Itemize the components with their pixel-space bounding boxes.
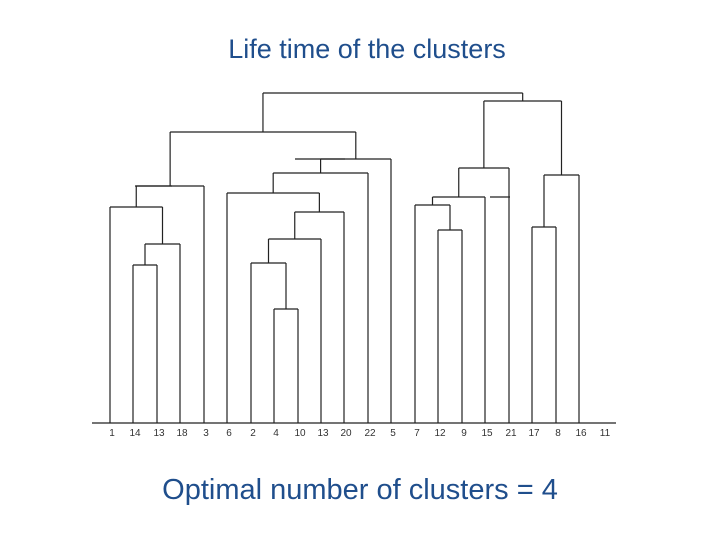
leaf-label: 21	[505, 428, 517, 439]
leaf-label: 5	[390, 428, 396, 439]
dendrogram-links	[92, 92, 616, 424]
leaf-label: 22	[364, 428, 376, 439]
leaf-label: 16	[575, 428, 587, 439]
leaf-label: 12	[434, 428, 446, 439]
leaf-label: 10	[294, 428, 306, 439]
leaf-label: 9	[461, 428, 467, 439]
leaf-label: 6	[226, 428, 232, 439]
leaf-label: 20	[340, 428, 352, 439]
leaf-label: 18	[176, 428, 188, 439]
leaf-label: 4	[273, 428, 279, 439]
leaf-label: 7	[414, 428, 420, 439]
page-title: Life time of the clusters	[228, 34, 506, 64]
leaf-label: 14	[129, 428, 141, 439]
leaf-label: 2	[250, 428, 256, 439]
leaf-label: 8	[555, 428, 561, 439]
leaf-label: 15	[481, 428, 493, 439]
leaf-label: 13	[317, 428, 329, 439]
leaf-labels: 1 14 13 18 3 6 2 4 10 13 20 22 5 7 12 9 15 21 17 8 16 11	[109, 428, 610, 439]
leaf-label: 11	[600, 428, 611, 439]
leaf-label: 3	[203, 428, 209, 439]
leaf-label: 17	[528, 428, 540, 439]
optimal-clusters-caption: Optimal number of clusters = 4	[162, 474, 558, 506]
leaf-label: 1	[109, 428, 115, 439]
leaf-label: 13	[153, 428, 165, 439]
